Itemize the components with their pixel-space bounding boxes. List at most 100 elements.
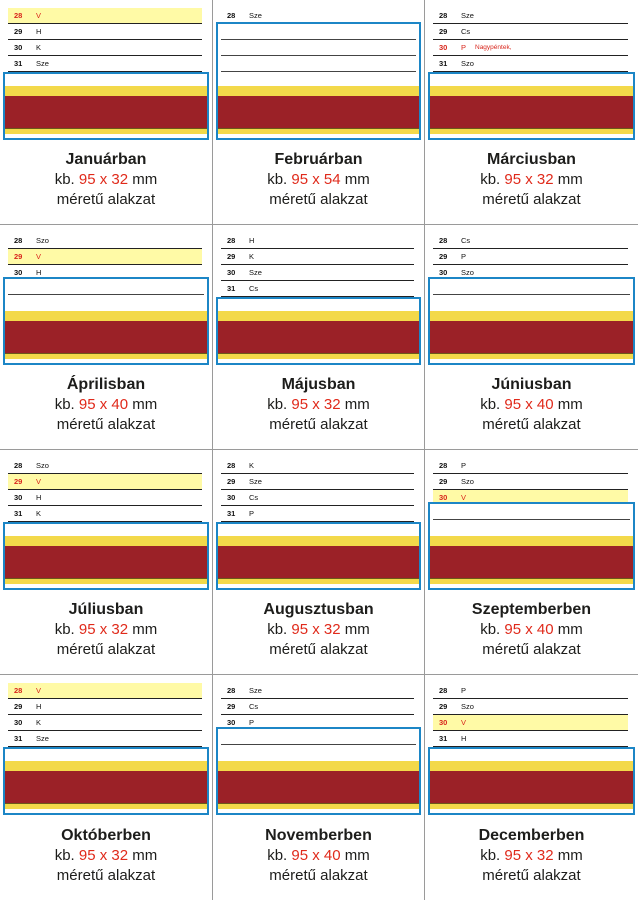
- gold-band-bottom: [218, 353, 419, 359]
- caption: Júniusban kb. 95 x 40 mm méretű alakzat: [425, 375, 638, 435]
- calendar-row: 30 Sze: [221, 265, 414, 281]
- gold-band-top: [218, 761, 419, 771]
- day-number: 28: [14, 11, 23, 20]
- ruled-lines: [433, 504, 630, 520]
- calendar-row: 30 K: [8, 40, 202, 56]
- caption: Novemberben kb. 95 x 40 mm méretű alakzat: [213, 826, 424, 886]
- month-card: 28 Cs 29 P 30 Szo Júniusban kb. 95 x 40 mm méret…: [425, 225, 638, 450]
- caption: Decemberben kb. 95 x 32 mm méretű alakzat: [425, 826, 638, 886]
- calendar-row: 29 H: [8, 24, 202, 40]
- size-prefix: kb.: [54, 396, 75, 413]
- gold-band-bottom: [5, 578, 207, 584]
- calendar-row: 31 Szo: [433, 56, 628, 72]
- calendar-row: 28 Sze: [221, 683, 414, 699]
- shape-description: méretű alakzat: [269, 416, 368, 433]
- day-number: 30: [227, 268, 236, 277]
- weekday: Sze: [36, 59, 49, 68]
- gold-band-bottom: [5, 353, 207, 359]
- weekday: H: [36, 268, 42, 277]
- size-prefix: kb.: [267, 396, 288, 413]
- month-card: 28 Szo 29 V 30 H 31 K Júliusban kb. 95 x 32 mm mér…: [0, 450, 213, 675]
- shape-outline: [216, 727, 421, 815]
- size-dimensions: 95 x 40: [78, 396, 129, 413]
- month-title: Decemberben: [478, 827, 585, 844]
- weekday: Cs: [461, 236, 471, 245]
- calendar-row: 31 Sze: [8, 56, 202, 72]
- gold-band-bottom: [218, 803, 419, 809]
- size-prefix: kb.: [54, 847, 75, 864]
- month-title: Szeptemberben: [471, 601, 592, 618]
- day-number: 28: [14, 686, 23, 695]
- gold-band-top: [218, 311, 419, 321]
- weekday: P: [461, 43, 467, 52]
- month-card: 28 V 29 H 30 K 31 Sze Januárban kb. 95 x 32 mm mér…: [0, 0, 213, 225]
- day-number: 28: [439, 236, 448, 245]
- shape-outline: [428, 747, 635, 815]
- weekday: V: [36, 11, 42, 20]
- ruled-lines: [221, 729, 416, 745]
- gold-band-top: [430, 86, 633, 96]
- weekday: V: [461, 493, 467, 502]
- weekday: V: [36, 252, 42, 261]
- weekday: Szo: [461, 702, 474, 711]
- month-title: Júliusban: [68, 601, 144, 618]
- weekday: Sze: [249, 686, 262, 695]
- day-number: 30: [439, 43, 448, 52]
- gold-band-top: [5, 311, 207, 321]
- weekday: H: [36, 493, 42, 502]
- size-dimensions: 95 x 32: [504, 171, 554, 188]
- calendar-row: 28 Szo: [8, 458, 202, 474]
- size-line: kb. 95 x 40 mm: [425, 620, 638, 640]
- weekday: Cs: [249, 702, 259, 711]
- size-unit: mm: [557, 621, 583, 638]
- size-unit: mm: [557, 396, 583, 413]
- red-band: [5, 321, 207, 353]
- weekday: Sze: [249, 11, 262, 20]
- day-number: 30: [14, 718, 23, 727]
- red-band: [218, 771, 419, 803]
- shape-outline: [428, 72, 635, 140]
- caption: Szeptemberben kb. 95 x 40 mm méretű alakza…: [425, 600, 638, 660]
- weekday: P: [249, 509, 255, 518]
- size-dimensions: 95 x 54: [291, 171, 341, 188]
- weekday: V: [461, 718, 467, 727]
- day-number: 30: [439, 493, 448, 502]
- day-number: 29: [439, 477, 448, 486]
- day-number: 29: [439, 27, 448, 36]
- gold-band-top: [430, 311, 633, 321]
- day-number: 30: [439, 268, 448, 277]
- day-number: 30: [227, 718, 236, 727]
- red-band: [5, 771, 207, 803]
- weekday: K: [36, 43, 42, 52]
- weekday: Sze: [461, 11, 474, 20]
- size-dimensions: 95 x 40: [291, 847, 341, 864]
- calendar-row: 28 H: [221, 233, 414, 249]
- caption: Januárban kb. 95 x 32 mm méretű alakzat: [0, 150, 212, 210]
- gold-band-bottom: [5, 128, 207, 134]
- size-unit: mm: [557, 847, 583, 864]
- day-number: 28: [439, 11, 448, 20]
- gold-band-top: [5, 536, 207, 546]
- shape-description: méretű alakzat: [269, 641, 368, 658]
- size-prefix: kb.: [480, 847, 501, 864]
- weekday: Cs: [461, 27, 471, 36]
- month-title: Júniusban: [491, 376, 572, 393]
- weekday: Szo: [461, 268, 474, 277]
- day-number: 31: [14, 509, 23, 518]
- weekday: P: [461, 252, 467, 261]
- gold-band-bottom: [218, 578, 419, 584]
- day-number: 28: [14, 236, 23, 245]
- gold-band-top: [218, 86, 419, 96]
- size-prefix: kb.: [480, 621, 501, 638]
- size-unit: mm: [344, 396, 370, 413]
- calendar-row: 30 V: [433, 715, 628, 731]
- day-number: 31: [227, 284, 236, 293]
- calendar-row: 29 K: [221, 249, 414, 265]
- ruled-lines: [221, 24, 416, 72]
- size-prefix: kb.: [480, 396, 501, 413]
- shape-description: méretű alakzat: [56, 867, 156, 884]
- month-title: Októberben: [61, 827, 151, 844]
- shape-description: méretű alakzat: [482, 867, 581, 884]
- size-dimensions: 95 x 40: [504, 621, 554, 638]
